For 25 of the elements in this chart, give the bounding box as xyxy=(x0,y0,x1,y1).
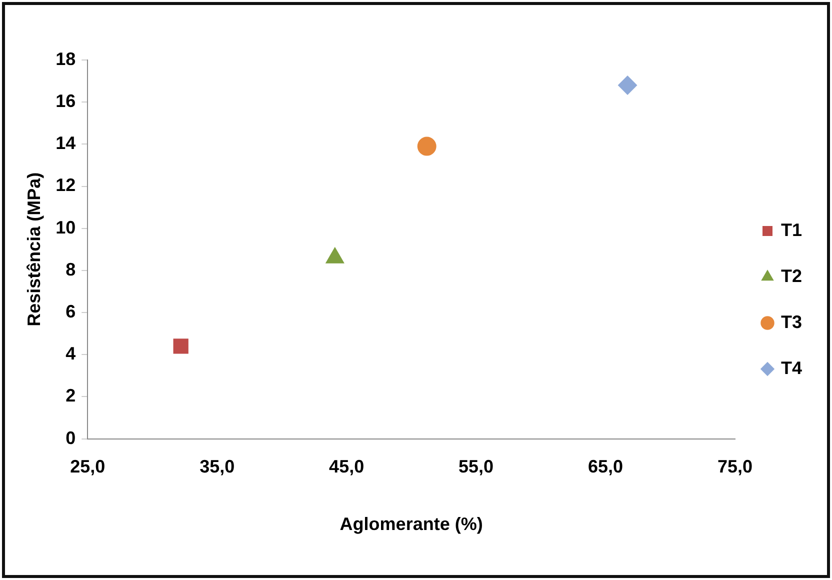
y-tick-label: 14 xyxy=(56,133,76,154)
legend-label: T1 xyxy=(780,220,802,240)
x-tick-label: 45,0 xyxy=(329,456,364,477)
y-axis-title: Resistência (MPa) xyxy=(24,172,44,326)
y-tick-label: 12 xyxy=(56,175,76,196)
y-tick-label: 6 xyxy=(66,302,76,322)
y-tick-label: 0 xyxy=(66,428,76,448)
y-tick-label: 8 xyxy=(66,259,76,280)
y-tick-label: 16 xyxy=(56,91,76,112)
point xyxy=(417,136,436,156)
x-tick-label: 75,0 xyxy=(717,456,753,477)
x-tick-label: 25,0 xyxy=(70,456,106,477)
y-tick-label: 2 xyxy=(66,386,76,406)
legend-label: T3 xyxy=(780,312,802,332)
point xyxy=(618,76,638,95)
x-tick-label: 55,0 xyxy=(458,456,494,477)
y-tick-label: 18 xyxy=(56,48,76,69)
legend-label: T4 xyxy=(780,358,802,378)
x-tick-label: 65,0 xyxy=(588,456,624,477)
x-tick-label: 35,0 xyxy=(200,456,235,477)
y-tick-label: 10 xyxy=(56,217,76,238)
x-axis-title: Aglomerante (%) xyxy=(340,514,483,534)
legend-label: T2 xyxy=(780,266,802,286)
y-tick-label: 4 xyxy=(66,344,76,364)
point xyxy=(173,338,188,354)
